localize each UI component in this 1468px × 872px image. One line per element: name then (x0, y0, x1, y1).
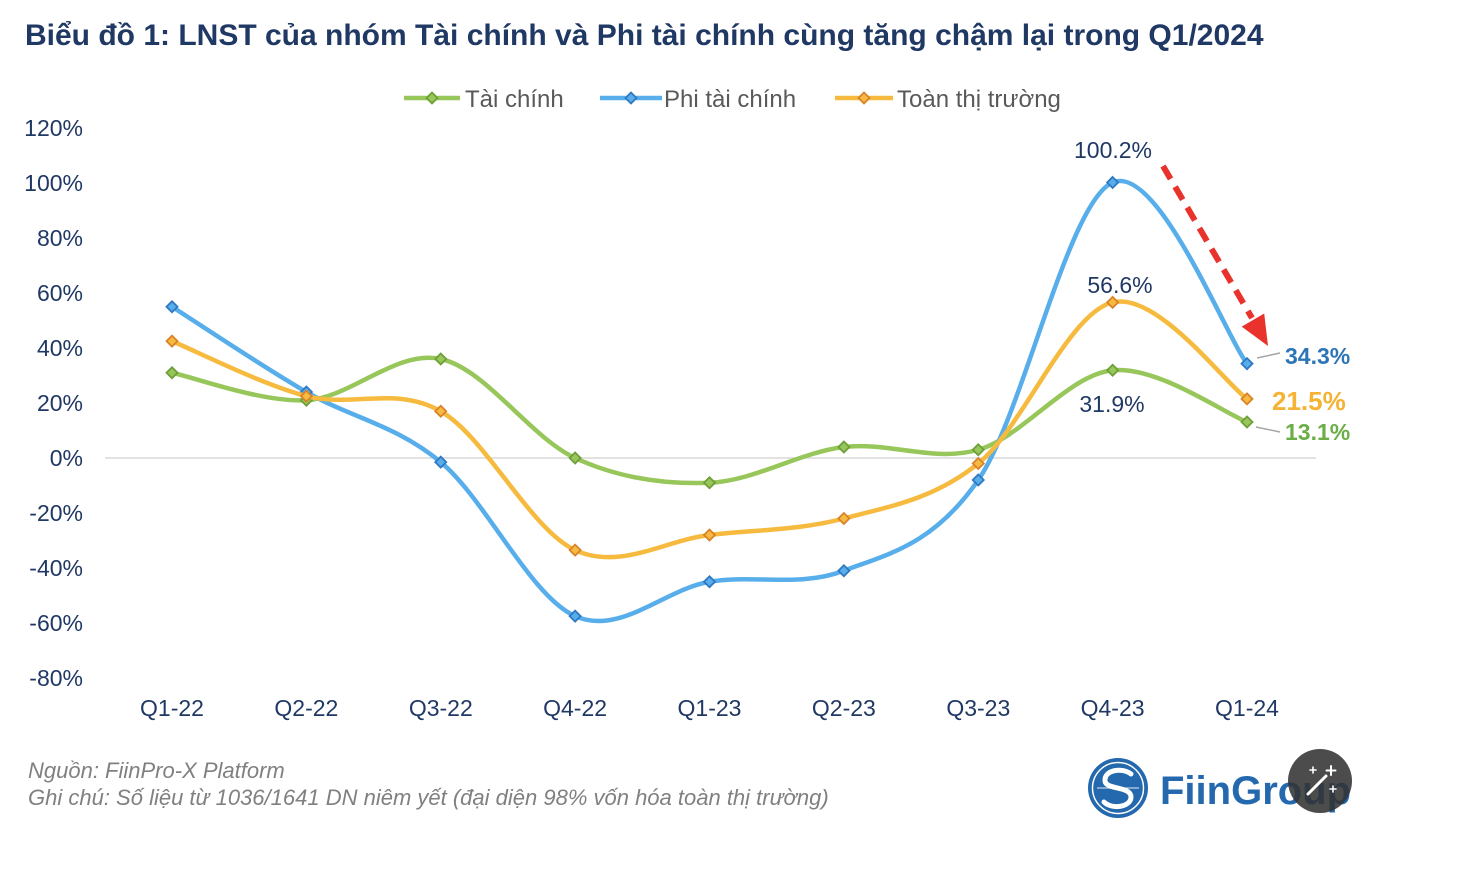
y-tick-label: 60% (37, 280, 83, 306)
marker-phi-tai-chinh-q3-22 (433, 455, 448, 469)
y-tick-label: -60% (29, 610, 83, 636)
dashed-arrow-down-right-icon (1160, 164, 1268, 346)
marker-tai-chinh-q1-23 (702, 475, 717, 490)
legend-marker-diamond (624, 91, 638, 105)
legend-item-phi-tai-chinh: Phi tài chính (600, 86, 796, 113)
marker-tai-chinh-q1-22 (165, 365, 179, 380)
x-tick-label: Q2-23 (812, 695, 876, 721)
marker-toan-thi-truong-q3-22 (433, 404, 448, 419)
legend-marker-diamond (857, 91, 871, 105)
marker-toan-thi-truong-q3-23 (971, 456, 986, 471)
y-tick-label: 80% (37, 225, 83, 251)
legend-label: Tài chính (465, 86, 564, 113)
legend-label: Toàn thị trường (897, 86, 1061, 113)
series-line-phi-tai-chinh (169, 178, 1250, 624)
data-label: 34.3% (1285, 343, 1350, 369)
y-tick-label: -20% (29, 500, 83, 526)
data-label: 31.9% (1079, 391, 1144, 417)
x-tick-label: Q1-23 (678, 695, 742, 721)
marker-phi-tai-chinh-q1-22 (165, 299, 179, 314)
source-note: Nguồn: FiinPro-X Platform (28, 758, 285, 783)
marker-phi-tai-chinh-q1-24 (1240, 356, 1254, 371)
marker-toan-thi-truong-q4-22 (568, 543, 582, 557)
marker-toan-thi-truong-q1-24 (1240, 392, 1254, 406)
marker-toan-thi-truong-q4-23 (1105, 295, 1120, 310)
series-tai-chinh (165, 352, 1254, 490)
fiingroup-logo-icon (1088, 758, 1148, 818)
y-tick-label: 20% (37, 390, 83, 416)
y-tick-label: 100% (24, 170, 83, 196)
x-tick-label: Q1-22 (140, 695, 204, 721)
marker-phi-tai-chinh-q3-23 (971, 473, 986, 487)
y-tick-label: 120% (24, 115, 83, 141)
data-label: 56.6% (1087, 272, 1152, 298)
marker-phi-tai-chinh-q2-23 (837, 563, 851, 578)
series-line-tai-chinh (169, 355, 1250, 486)
data-label: 13.1% (1285, 419, 1350, 445)
footnote: Ghi chú: Số liệu từ 1036/1641 DN niêm yế… (28, 785, 829, 810)
marker-toan-thi-truong-q2-23 (837, 511, 851, 526)
x-tick-label: Q2-22 (274, 695, 338, 721)
annotation-arrow-shaft (1160, 164, 1255, 320)
data-labels: 100.2% 56.6% 31.9% 34.3% 21.5% 13.1% (1074, 137, 1350, 445)
marker-tai-chinh-q3-23 (971, 442, 986, 457)
series-toan-thi-truong (165, 295, 1254, 560)
legend-item-tai-chinh: Tài chính (404, 86, 564, 113)
legend-marker-diamond (425, 91, 439, 105)
y-tick-label: -80% (29, 665, 83, 691)
marker-tai-chinh-q2-23 (837, 440, 851, 454)
marker-toan-thi-truong-q1-22 (165, 334, 179, 348)
series-layer (165, 175, 1254, 624)
x-tick-label: Q3-22 (409, 695, 473, 721)
y-tick-label: -40% (29, 555, 83, 581)
magic-wand-button[interactable] (1288, 749, 1352, 813)
marker-tai-chinh-q1-24 (1240, 415, 1254, 429)
x-tick-label: Q1-24 (1215, 695, 1279, 721)
data-label: 21.5% (1272, 386, 1346, 416)
data-label-leader-line (1255, 426, 1281, 433)
marker-tai-chinh-q3-22 (433, 352, 448, 366)
legend-label: Phi tài chính (664, 86, 796, 113)
marker-phi-tai-chinh-q4-23 (1105, 175, 1120, 190)
magic-wand-icon (1306, 765, 1337, 796)
x-axis: Q1-22 Q2-22 Q3-22 Q4-22 Q1-23 Q2-23 Q3-23 Q4-23… (140, 695, 1279, 721)
marker-phi-tai-chinh-q4-22 (568, 609, 582, 623)
series-line-toan-thi-truong (169, 299, 1250, 560)
x-tick-label: Q3-23 (946, 695, 1010, 721)
annotation-arrow-head (1241, 313, 1268, 346)
series-phi-tai-chinh (165, 175, 1254, 624)
y-axis: 120% 100% 80% 60% 40% 20% 0% -20% -40% -60% -80% (24, 115, 83, 691)
x-tick-label: Q4-22 (543, 695, 607, 721)
data-label-leader-line (1256, 352, 1281, 359)
marker-tai-chinh-q4-23 (1105, 363, 1120, 378)
x-tick-label: Q4-23 (1081, 695, 1145, 721)
data-label: 100.2% (1074, 137, 1152, 163)
legend-item-toan-thi-truong: Toàn thị trường (835, 86, 1061, 113)
marker-phi-tai-chinh-q1-23 (702, 574, 717, 589)
marker-tai-chinh-q4-22 (568, 451, 582, 465)
y-tick-label: 40% (37, 335, 83, 361)
chart-title: Biểu đồ 1: LNST của nhóm Tài chính và Ph… (25, 19, 1264, 52)
y-tick-label: 0% (50, 445, 83, 471)
marker-toan-thi-truong-q2-22 (299, 389, 314, 403)
marker-toan-thi-truong-q1-23 (702, 528, 717, 542)
legend: Tài chính Phi tài chính Toàn thị trường (404, 86, 1061, 113)
